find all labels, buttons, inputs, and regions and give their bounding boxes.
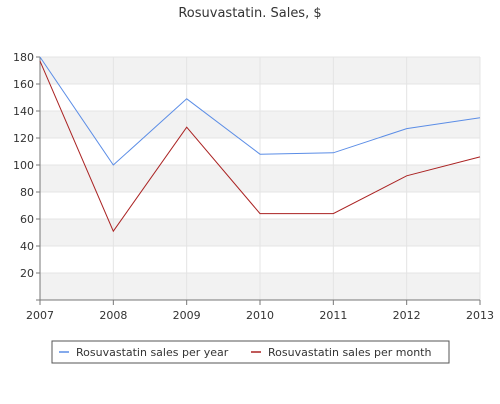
chart-title: Rosuvastatin. Sales, $	[178, 6, 321, 21]
y-tick-label: 80	[20, 186, 34, 199]
y-tick-label: 40	[20, 240, 34, 253]
x-tick-label: 2009	[173, 309, 201, 322]
y-tick-label: 160	[13, 78, 34, 91]
x-tick-label: 2010	[246, 309, 274, 322]
x-tick-label: 2008	[99, 309, 127, 322]
gridlines	[40, 56, 481, 300]
y-tick-label: 60	[20, 213, 34, 226]
y-tick-label: 120	[13, 132, 34, 145]
series-line-per-year	[39, 56, 481, 166]
legend-label: Rosuvastatin sales per month	[268, 346, 431, 359]
y-tick-label: 180	[13, 51, 34, 64]
y-tick-label: 100	[13, 159, 34, 172]
x-tick-label: 2007	[26, 309, 54, 322]
x-axis-ticks: 2007 2008 2009 2010 2011 2012 2013	[26, 300, 494, 322]
legend-box	[51, 340, 450, 364]
y-tick-label: 20	[20, 267, 34, 280]
legend: Rosuvastatin sales per year Rosuvastatin …	[51, 340, 450, 364]
series-line-per-month	[39, 60, 481, 233]
x-tick-label: 2011	[319, 309, 347, 322]
y-tick-label: 140	[13, 105, 34, 118]
legend-label: Rosuvastatin sales per year	[76, 346, 229, 359]
y-axis-ticks: 20 40 60 80 100 120 140 160 180	[13, 51, 40, 301]
x-tick-label: 2012	[393, 309, 421, 322]
series-lines	[39, 56, 481, 233]
x-tick-label: 2013	[466, 309, 494, 322]
